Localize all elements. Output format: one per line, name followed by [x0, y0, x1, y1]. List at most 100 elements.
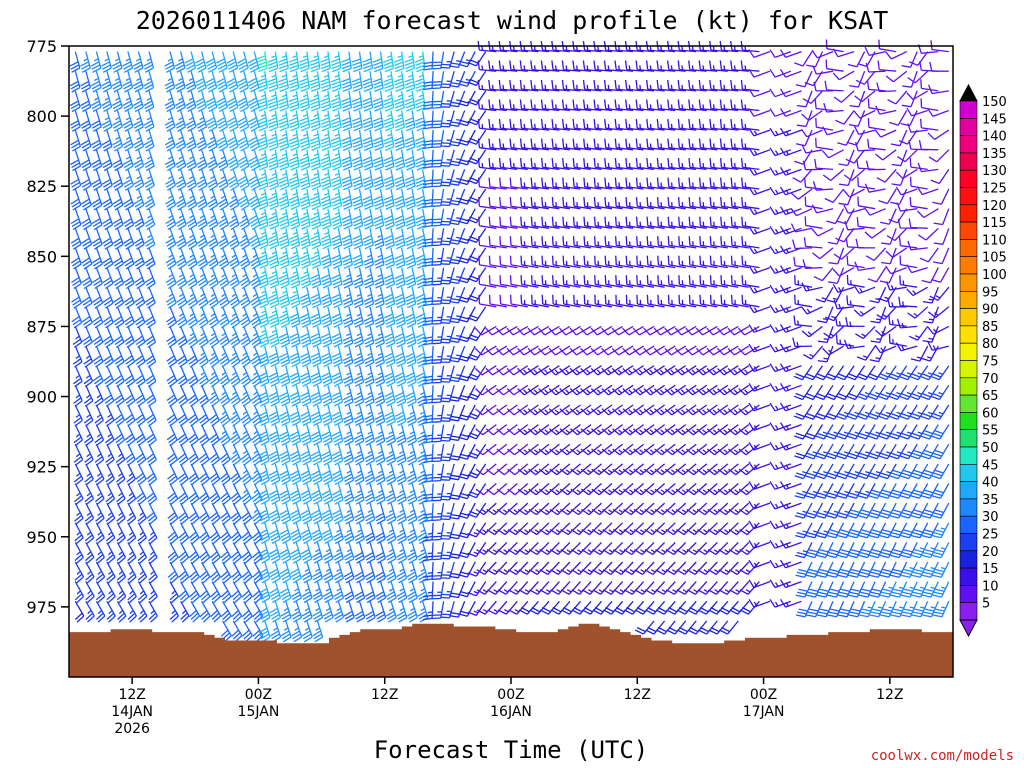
wind-barb [343, 601, 355, 623]
wind-barb [310, 365, 323, 387]
wind-barb [422, 130, 434, 150]
wind-barb [859, 601, 876, 618]
wind-barb [116, 522, 126, 545]
wind-barb [310, 502, 323, 525]
wind-barb [422, 149, 434, 169]
wind-barb [278, 71, 289, 93]
wind-barb [625, 177, 644, 190]
wind-barb [517, 384, 539, 396]
wind-barb [869, 581, 887, 598]
wind-barb [188, 561, 200, 584]
wind-barb [383, 90, 395, 112]
wind-barb [867, 118, 886, 131]
wind-barb [848, 581, 866, 598]
wind-barb [175, 110, 187, 132]
wind-barb [449, 149, 466, 167]
wind-barb [519, 138, 539, 151]
wind-barb [71, 306, 83, 329]
wind-barb [146, 463, 158, 486]
wind-barb [476, 600, 497, 615]
wind-barb [92, 267, 104, 290]
wind-barb [373, 188, 385, 210]
wind-barb [541, 216, 560, 229]
wind-barb [613, 581, 634, 595]
wind-barb [634, 541, 655, 556]
wind-barb [833, 90, 855, 103]
wind-barb [779, 500, 802, 510]
wind-barb [644, 541, 666, 556]
wind-barb [405, 287, 417, 309]
colorbar-swatch [959, 342, 978, 361]
wind-barb [738, 365, 760, 376]
wind-barb [506, 404, 529, 416]
wind-barb [874, 344, 897, 354]
wind-barb [240, 385, 252, 407]
wind-barb [748, 540, 771, 549]
wind-barb [580, 424, 602, 436]
wind-barb [909, 197, 928, 210]
wind-barb [219, 443, 231, 466]
wind-barb [422, 463, 434, 483]
wind-barb [666, 60, 686, 72]
wind-barb [228, 228, 240, 250]
wind-barb [133, 149, 145, 172]
wind-barb [486, 522, 508, 536]
wind-barb [111, 71, 123, 93]
wind-barb [467, 149, 487, 165]
wind-barb [826, 483, 845, 499]
wind-barb [250, 365, 262, 388]
wind-barb [549, 502, 571, 516]
wind-barb [333, 522, 344, 545]
wind-barb [257, 188, 269, 210]
wind-barb [458, 424, 476, 441]
wind-barb [458, 384, 476, 402]
wind-barb [267, 208, 280, 230]
wind-barb [218, 247, 230, 270]
wind-barb [137, 581, 148, 604]
wind-barb [779, 245, 802, 255]
wind-barb [123, 267, 135, 290]
wind-barb [675, 502, 697, 516]
wind-barb [697, 541, 718, 556]
wind-barb [877, 60, 897, 72]
wind-barb [582, 99, 602, 112]
wind-barb [422, 306, 434, 326]
wind-barb [685, 424, 708, 436]
wind-barb [836, 424, 855, 440]
wind-barb [591, 522, 613, 536]
wind-barb [918, 140, 939, 151]
wind-barb [624, 60, 644, 72]
wind-barb [196, 169, 208, 191]
x-tick-label: 12Z [118, 687, 145, 703]
wind-barb [688, 158, 707, 171]
wind-barb [178, 561, 190, 584]
wind-barb [488, 294, 507, 308]
wind-barb [675, 483, 697, 496]
wind-barb [527, 404, 550, 416]
wind-barb [559, 483, 581, 496]
wind-barb [431, 424, 445, 443]
wind-barb [686, 541, 708, 556]
wind-barb [717, 443, 739, 456]
wind-barb [739, 600, 760, 615]
wind-barb [199, 600, 211, 623]
wind-barb [431, 90, 445, 109]
wind-barb [341, 228, 353, 250]
wind-barb [126, 463, 136, 486]
wind-barb [467, 502, 487, 518]
wind-barb [866, 80, 886, 92]
wind-barb [116, 483, 126, 506]
wind-barb [268, 404, 281, 427]
credit-text: coolwx.com/models [871, 748, 1014, 764]
wind-barb [248, 208, 261, 231]
wind-barb [931, 502, 950, 519]
wind-barb [383, 149, 395, 171]
wind-barb [878, 404, 897, 420]
wind-barb [440, 385, 455, 403]
wind-barb [219, 385, 231, 407]
wind-barb [741, 294, 760, 308]
wind-barb [393, 90, 405, 112]
wind-barb [269, 561, 281, 584]
wind-barb [812, 247, 834, 260]
wind-barb [177, 424, 189, 447]
